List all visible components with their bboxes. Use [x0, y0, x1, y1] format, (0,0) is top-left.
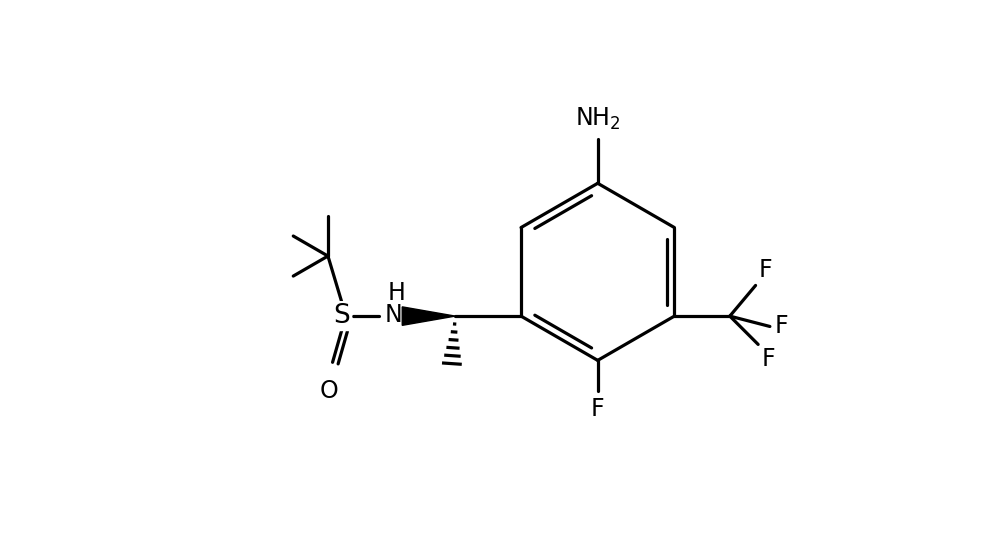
Text: S: S [333, 303, 350, 329]
Text: H: H [387, 282, 405, 305]
Text: NH$_2$: NH$_2$ [575, 106, 620, 132]
Text: F: F [758, 258, 771, 283]
Polygon shape [402, 307, 454, 325]
Text: F: F [773, 315, 787, 338]
Text: O: O [320, 379, 339, 404]
Text: F: F [760, 348, 774, 371]
Text: N: N [384, 304, 401, 327]
Text: F: F [591, 397, 604, 421]
